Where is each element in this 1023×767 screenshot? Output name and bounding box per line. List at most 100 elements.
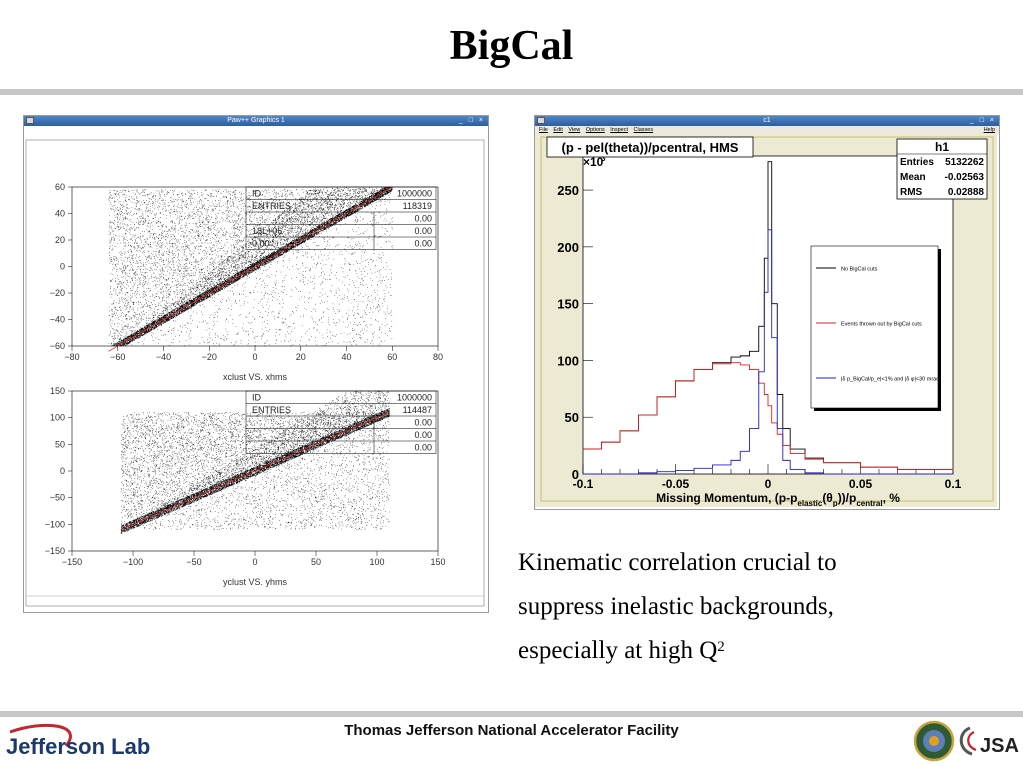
x-tick-label: −60 bbox=[110, 352, 125, 362]
stats-value: 5132262 bbox=[945, 157, 984, 168]
footer-divider bbox=[0, 711, 1023, 717]
stats-value: 0.00 bbox=[414, 214, 432, 224]
y-multiplier-exp: 3 bbox=[601, 154, 606, 163]
stats-key: Mean bbox=[900, 172, 926, 183]
root-canvas-window: c1 _ □ × File Edit View Options Inspect … bbox=[534, 115, 1000, 510]
window-controls-icon[interactable]: _ □ × bbox=[458, 117, 485, 124]
stats-key: 0.00 bbox=[252, 239, 270, 249]
menu-classes[interactable]: Classes bbox=[633, 127, 654, 133]
stats-value: -0.02563 bbox=[945, 172, 985, 183]
stats-value: 0.00 bbox=[414, 443, 432, 453]
y-tick-label: 150 bbox=[557, 297, 579, 312]
x-tick-label: −80 bbox=[64, 352, 79, 362]
y-tick-label: 150 bbox=[50, 386, 65, 396]
x-tick-label: 0 bbox=[252, 352, 257, 362]
doe-seal-icon bbox=[913, 720, 955, 762]
y-tick-label: 100 bbox=[557, 353, 579, 368]
paw-titlebar[interactable]: Paw++ Graphics 1 _ □ × bbox=[24, 116, 488, 126]
y-tick-label: 0 bbox=[60, 262, 65, 272]
stats-key: ID bbox=[252, 393, 262, 403]
menu-options[interactable]: Options bbox=[585, 127, 605, 133]
stats-box bbox=[245, 186, 437, 250]
legend-box bbox=[810, 245, 939, 409]
menu-help[interactable]: Help bbox=[983, 127, 995, 133]
stats-value: 114487 bbox=[403, 405, 432, 415]
stats-key: ENTRIES bbox=[252, 201, 291, 211]
paw-graphics-window: Paw++ Graphics 1 _ □ × −80 −60 −40 −20 0 20 40… bbox=[23, 115, 489, 613]
hist-title: (p - pel(theta))/pcentral, HMS bbox=[562, 140, 739, 155]
y-tick-label: −20 bbox=[50, 288, 65, 298]
stats-value: 0.00 bbox=[414, 430, 432, 440]
y-tick-label: 60 bbox=[55, 182, 65, 192]
fit-line bbox=[120, 411, 390, 531]
root-canvas: 0 50 100 150 200 250 -0.1 -0.05 0 0.05 0.1 ×103(p -… bbox=[535, 134, 997, 507]
y-tick-label: 0 bbox=[60, 466, 65, 476]
menu-inspect[interactable]: Inspect bbox=[610, 127, 629, 133]
x-tick-label: 20 bbox=[296, 352, 306, 362]
legend-label: Events thrown out by BigCal cuts bbox=[841, 322, 922, 328]
paw-canvas: −80 −60 −40 −20 0 20 40 60 806040200−20−40−60xcl… bbox=[25, 139, 485, 607]
window-menu-icon[interactable] bbox=[537, 117, 545, 124]
root-menubar: File Edit View Options Inspect Classes H… bbox=[535, 126, 999, 134]
caption-line-2: suppress inelastic backgrounds, bbox=[518, 593, 834, 620]
x-tick-label: 80 bbox=[433, 352, 443, 362]
hist-title-box bbox=[546, 136, 754, 158]
stats-value: 1000000 bbox=[397, 189, 432, 199]
stats-key: ID bbox=[252, 189, 262, 199]
legend-label: No BigCal cuts bbox=[841, 267, 878, 273]
root-titlebar[interactable]: c1 _ □ × bbox=[535, 116, 999, 126]
y-tick-label: 250 bbox=[557, 183, 579, 198]
y-tick-label: −50 bbox=[50, 493, 65, 503]
stats-key: ENTRIES bbox=[252, 405, 291, 415]
partner-logos: JSA bbox=[913, 720, 1019, 762]
x-tick-label: -0.05 bbox=[662, 477, 690, 491]
stats-key: Entries bbox=[900, 157, 934, 168]
stats-box bbox=[896, 138, 988, 200]
caption-line-1: Kinematic correlation crucial to bbox=[518, 549, 837, 576]
jsa-logo: JSA bbox=[959, 726, 1019, 757]
paw-window-title: Paw++ Graphics 1 bbox=[227, 117, 285, 124]
x-axis-label: xclust VS. xhms bbox=[223, 372, 288, 382]
window-menu-icon[interactable] bbox=[26, 117, 34, 124]
paw-bottom-plot: −150 −100 −50 0 50 100 150 150 100 50 0 −50 −100 −150… bbox=[45, 386, 446, 587]
slide-title: BigCal bbox=[449, 23, 574, 69]
x-tick-label: −100 bbox=[123, 557, 143, 567]
stats-key: 18L+06 bbox=[252, 226, 282, 236]
x-tick-label: −20 bbox=[202, 352, 217, 362]
y-tick-label: −40 bbox=[50, 315, 65, 325]
y-tick-label: 40 bbox=[55, 209, 65, 219]
stats-value: 0.00 bbox=[414, 418, 432, 428]
jefferson-lab-logo-text: Jefferson Lab bbox=[6, 734, 150, 759]
stats-title: h1 bbox=[935, 140, 949, 154]
jsa-logo-text: JSA bbox=[980, 735, 1019, 757]
stats-key: RMS bbox=[900, 187, 923, 198]
stats-value: 0.00 bbox=[414, 226, 432, 236]
root-histogram: 0 50 100 150 200 250 -0.1 -0.05 0 0.05 0.1 ×103(p -… bbox=[546, 136, 988, 507]
x-tick-label: −150 bbox=[62, 557, 82, 567]
y-tick-label: −60 bbox=[50, 341, 65, 351]
stats-value: 0.00 bbox=[414, 239, 432, 249]
header-divider bbox=[0, 89, 1023, 95]
x-tick-label: 150 bbox=[430, 557, 445, 567]
caption-line-3: especially at high Q2 bbox=[518, 637, 725, 664]
x-axis-label: yclust VS. yhms bbox=[223, 577, 288, 587]
y-tick-label: 0 bbox=[572, 467, 579, 482]
x-tick-label: 0.05 bbox=[849, 477, 873, 491]
x-tick-label: 50 bbox=[311, 557, 321, 567]
x-tick-label: 0 bbox=[765, 477, 772, 491]
scatter-points bbox=[120, 391, 390, 534]
y-multiplier: ×10 bbox=[583, 155, 604, 169]
stats-box bbox=[245, 390, 437, 454]
y-tick-label: 20 bbox=[55, 235, 65, 245]
menu-view[interactable]: View bbox=[568, 127, 581, 133]
menu-file[interactable]: File bbox=[539, 127, 548, 133]
x-tick-label: −50 bbox=[186, 557, 201, 567]
menu-edit[interactable]: Edit bbox=[553, 127, 563, 133]
scatter-points bbox=[108, 186, 393, 347]
window-controls-icon[interactable]: _ □ × bbox=[969, 117, 996, 124]
x-tick-label: 0.1 bbox=[945, 477, 962, 491]
legend-label: |δ p_BigCal/p_e|<1% and |δ φ|<30 mrad bbox=[841, 377, 939, 383]
stats-value: 1000000 bbox=[397, 393, 432, 403]
series-line-2 bbox=[583, 229, 953, 475]
jefferson-lab-logo: Jefferson Lab bbox=[6, 723, 150, 759]
